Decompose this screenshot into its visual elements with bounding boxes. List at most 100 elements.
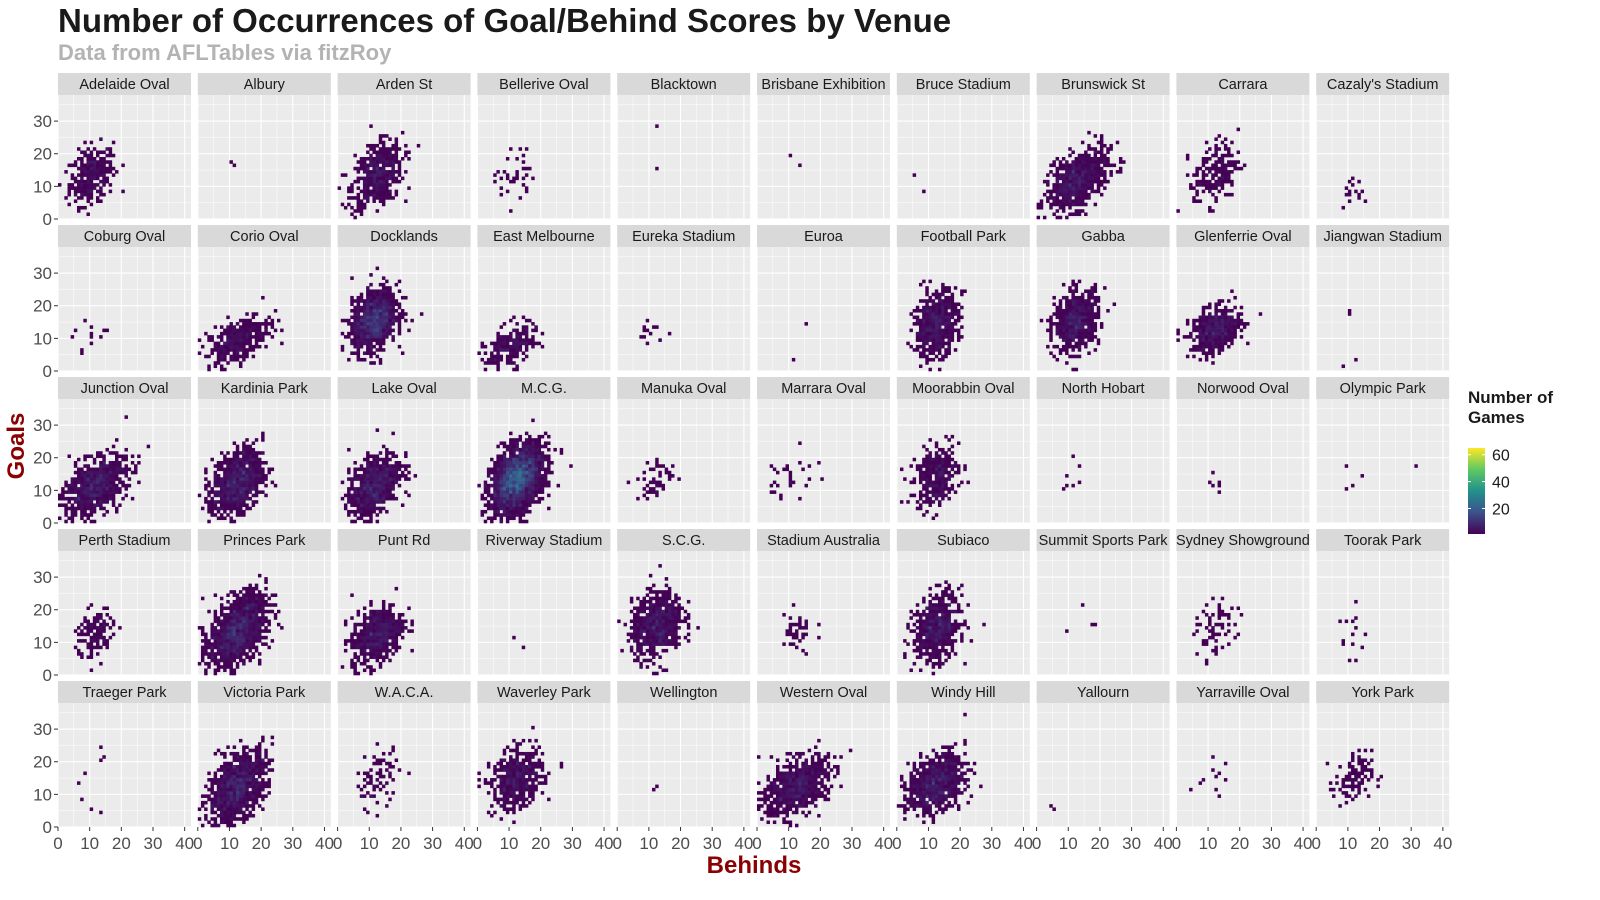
heatmap-cell [219, 503, 224, 507]
heatmap-cell [229, 331, 233, 336]
heatmap-cell [219, 622, 224, 627]
heatmap-cell [388, 137, 392, 141]
heatmap-cell [397, 483, 402, 488]
heatmap-cell [372, 166, 376, 171]
heatmap-cell [1195, 173, 1199, 177]
heatmap-cell [1049, 331, 1053, 336]
heatmap-cell [521, 464, 526, 468]
heatmap-cell [1204, 305, 1209, 310]
heatmap-cell [509, 444, 513, 449]
heatmap-cell [388, 487, 392, 491]
heatmap-cell [359, 160, 364, 164]
heatmap-cell [83, 509, 87, 514]
heatmap-cell [381, 189, 386, 194]
heatmap-cell [1214, 331, 1218, 336]
heatmap-cell [547, 441, 551, 445]
heatmap-cell [483, 480, 488, 485]
heatmap-cell [353, 519, 357, 524]
heatmap-cell [1122, 160, 1126, 164]
heatmap-cell [254, 616, 259, 620]
heatmap-cell [521, 341, 526, 346]
heatmap-cell [219, 493, 224, 498]
facet-strip [197, 225, 331, 247]
heatmap-cell [356, 199, 361, 203]
heatmap-cell [1077, 335, 1082, 339]
heatmap-cell [229, 341, 233, 346]
heatmap-cell [80, 509, 84, 514]
heatmap-cell [521, 500, 526, 504]
heatmap-cell [213, 635, 218, 640]
heatmap-cell [248, 658, 252, 663]
heatmap-cell [515, 441, 519, 445]
heatmap-cell [388, 464, 392, 468]
heatmap-cell [264, 318, 268, 323]
heatmap-cell [531, 467, 535, 472]
heatmap-cell [381, 606, 386, 611]
heatmap-cell [798, 441, 802, 445]
heatmap-cell [512, 474, 516, 478]
heatmap-cell [238, 606, 243, 611]
heatmap-cell [223, 635, 227, 640]
heatmap-cell [223, 344, 227, 349]
heatmap-cell [524, 431, 529, 436]
heatmap-cell [80, 493, 84, 498]
heatmap-cell [953, 490, 958, 494]
heatmap-cell [251, 451, 256, 455]
heatmap-cell [372, 157, 376, 161]
heatmap-cell [1077, 209, 1082, 213]
heatmap-cell [261, 451, 265, 455]
heatmap-cell [1071, 163, 1075, 168]
heatmap-cell [407, 493, 411, 498]
heatmap-cell [928, 312, 932, 316]
heatmap-cell [226, 480, 230, 485]
heatmap-cell [531, 483, 535, 488]
heatmap-cell [1061, 282, 1066, 287]
heatmap-cell [264, 626, 268, 630]
heatmap-cell [944, 451, 948, 455]
heatmap-cell [102, 192, 106, 197]
heatmap-cell [1084, 189, 1088, 194]
heatmap-cell [1049, 315, 1053, 320]
heatmap-cell [130, 461, 135, 465]
heatmap-cell [648, 331, 653, 336]
heatmap-cell [496, 483, 500, 488]
heatmap-cell [219, 655, 224, 659]
heatmap-cell [232, 655, 237, 659]
heatmap-cell [1201, 183, 1206, 187]
heatmap-cell [388, 163, 392, 168]
heatmap-cell [1217, 302, 1222, 307]
heatmap-cell [820, 477, 824, 481]
heatmap-cell [1227, 147, 1231, 151]
heatmap-cell [960, 305, 964, 310]
heatmap-cell [67, 163, 71, 168]
heatmap-cell [372, 192, 376, 197]
heatmap-cell [235, 513, 240, 517]
heatmap-cell [419, 312, 424, 316]
heatmap-cell [350, 483, 354, 488]
heatmap-cell [83, 179, 87, 184]
heatmap-cell [1068, 328, 1072, 333]
heatmap-cell [524, 470, 529, 475]
heatmap-cell [385, 318, 389, 323]
heatmap-cell [496, 503, 500, 507]
heatmap-cell [96, 613, 100, 617]
heatmap-cell [378, 632, 383, 637]
heatmap-cell [86, 513, 90, 517]
heatmap-cell [1115, 170, 1120, 174]
heatmap-cell [216, 622, 221, 627]
heatmap-cell [1204, 183, 1209, 187]
heatmap-cell [1061, 328, 1066, 333]
heatmap-cell [1227, 170, 1231, 174]
heatmap-cell [956, 470, 961, 475]
heatmap-cell [534, 474, 538, 478]
heatmap-cell [204, 639, 208, 643]
heatmap-cell [1058, 305, 1063, 310]
heatmap-cell [947, 335, 951, 339]
heatmap-cell [1189, 348, 1193, 352]
heatmap-cell [918, 338, 923, 342]
heatmap-cell [102, 170, 106, 174]
heatmap-cell [369, 648, 373, 653]
heatmap-cell [251, 590, 256, 594]
heatmap-cell [238, 477, 243, 481]
